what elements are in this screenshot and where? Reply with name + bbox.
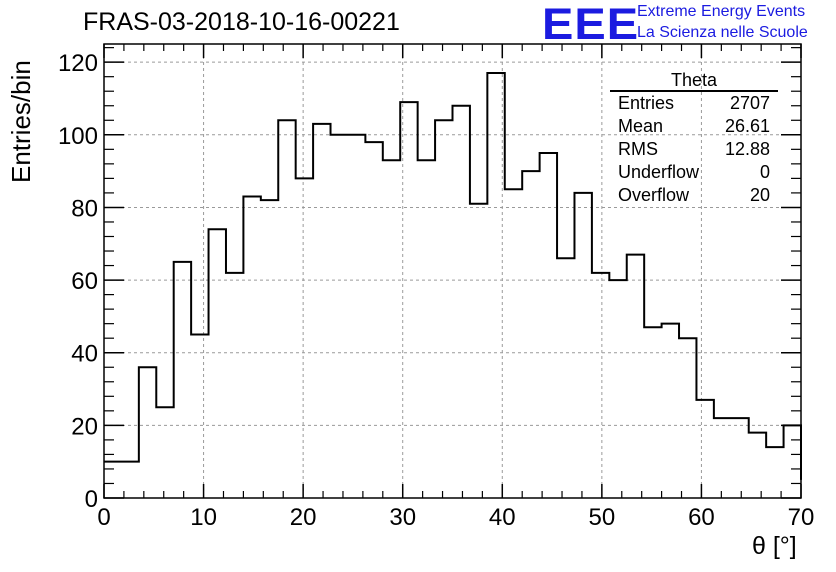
histogram-bin	[662, 324, 679, 498]
histogram-bin	[348, 135, 365, 498]
histogram-bin	[784, 425, 801, 498]
histogram-bin	[714, 418, 731, 498]
histogram-bin	[226, 273, 243, 498]
histogram-bin	[505, 189, 522, 498]
x-tick-label: 70	[788, 504, 815, 531]
statistics-value: 12.88	[724, 139, 770, 159]
x-tick-label: 30	[389, 504, 416, 531]
statistics-label: Underflow	[618, 162, 700, 182]
histogram-bin	[191, 335, 208, 498]
histogram-bin	[470, 204, 487, 498]
histogram-bin	[139, 367, 156, 498]
plot-title: FRAS-03-2018-10-16-00221	[83, 8, 400, 36]
histogram-bin	[696, 400, 713, 498]
histogram-bin	[435, 120, 452, 498]
y-tick-label: 20	[71, 413, 98, 440]
histogram-bin	[156, 407, 173, 498]
y-tick-label: 0	[85, 486, 98, 513]
statistics-value: 2707	[729, 93, 770, 113]
statistics-label: Overflow	[618, 185, 690, 205]
histogram-bin	[749, 433, 766, 498]
x-tick-label: 40	[489, 504, 516, 531]
statistics-label: RMS	[618, 139, 658, 159]
eee-logo-mark: EEE	[542, 0, 640, 49]
statistics-title: Theta	[610, 70, 778, 92]
statistics-row: Mean 26.61	[610, 115, 778, 138]
statistics-value: 0	[759, 162, 770, 182]
histogram-bin	[261, 200, 278, 498]
statistics-row: Entries 2707	[610, 92, 778, 115]
statistics-row: RMS 12.88	[610, 138, 778, 161]
y-tick-label: 60	[71, 268, 98, 295]
y-axis-label: Entries/bin	[6, 60, 36, 183]
statistics-row: Underflow 0	[610, 161, 778, 184]
grid-lines	[104, 44, 801, 498]
statistics-value: 26.61	[724, 116, 770, 136]
histogram-bin	[540, 153, 557, 498]
histogram-bin	[400, 102, 417, 498]
histogram-series-line	[104, 72, 802, 480]
eee-logo-subtitle-2: La Scienza nelle Scuole	[637, 24, 808, 41]
x-axis-label: θ [°]	[752, 532, 797, 560]
eee-logo-subtitle-1: Extreme Energy Events	[637, 3, 806, 20]
statistics-label: Entries	[618, 93, 675, 113]
statistics-value: 20	[749, 185, 770, 205]
y-tick-label: 80	[71, 195, 98, 222]
y-tick-label: 120	[58, 50, 98, 77]
axis-ticks	[103, 44, 802, 499]
y-tick-label: 100	[58, 123, 98, 150]
statistics-row: Overflow 20	[610, 184, 778, 207]
histogram-bin	[209, 229, 226, 498]
x-tick-label: 0	[97, 504, 110, 531]
histogram-bin	[174, 262, 191, 498]
y-tick-label: 40	[71, 341, 98, 368]
x-tick-label: 50	[589, 504, 616, 531]
histogram-bin	[383, 160, 400, 498]
plot-frame	[103, 43, 802, 499]
histogram-bin	[522, 171, 539, 498]
histogram-bin	[313, 124, 330, 498]
histogram-bin	[365, 142, 382, 498]
eee-logo: EEE Extreme Energy Events La Scienza nel…	[540, 0, 836, 50]
histogram-bin	[278, 120, 295, 498]
x-tick-label: 20	[290, 504, 317, 531]
histogram-bin	[679, 338, 696, 498]
histogram-bin	[418, 160, 435, 498]
histogram-bin	[609, 280, 626, 498]
tick-labels: 0 10 20 30 40 50 60 70 0 20 40 60 80 100 120	[58, 50, 814, 531]
x-tick-label: 10	[190, 504, 217, 531]
histogram-bin	[766, 447, 783, 498]
histogram-bin	[331, 135, 348, 498]
histogram-bin	[574, 193, 591, 498]
histogram-bin	[557, 258, 574, 498]
statistics-label: Mean	[618, 116, 664, 136]
x-tick-label: 60	[688, 504, 715, 531]
histogram-bin	[453, 106, 470, 498]
histogram-bin	[104, 462, 121, 498]
histogram-bin	[296, 178, 313, 498]
histogram-bin	[592, 273, 609, 498]
statistics-box: Theta Entries 2707 Mean 26.61 RMS 12.88 …	[610, 70, 778, 207]
histogram-bin	[731, 418, 748, 498]
histogram-bin	[627, 255, 644, 498]
histogram-bin	[243, 197, 260, 498]
